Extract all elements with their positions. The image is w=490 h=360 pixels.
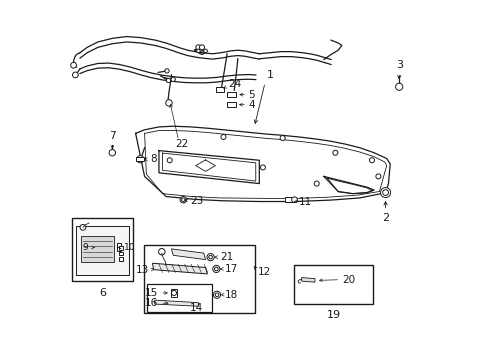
Text: 22: 22	[175, 139, 188, 149]
Text: 17: 17	[225, 264, 239, 274]
Circle shape	[71, 62, 76, 68]
Text: 10: 10	[124, 243, 136, 252]
Bar	[119, 252, 123, 255]
Circle shape	[376, 174, 381, 179]
Bar	[119, 257, 123, 261]
Polygon shape	[302, 278, 315, 282]
Circle shape	[165, 69, 169, 73]
Circle shape	[166, 100, 172, 106]
Text: 9: 9	[82, 243, 88, 252]
Bar	[171, 289, 177, 297]
Text: 13: 13	[136, 265, 149, 275]
Circle shape	[215, 293, 219, 297]
Bar	[216, 87, 224, 92]
Circle shape	[159, 248, 165, 255]
Circle shape	[292, 197, 297, 203]
Bar	[147, 284, 212, 312]
Text: 8: 8	[150, 154, 157, 164]
Circle shape	[172, 291, 176, 296]
Circle shape	[73, 72, 78, 78]
Circle shape	[181, 198, 185, 202]
Text: 6: 6	[99, 288, 106, 298]
Bar	[285, 197, 295, 202]
Text: 14: 14	[190, 303, 203, 313]
Text: 7: 7	[109, 131, 116, 140]
Circle shape	[204, 49, 207, 53]
Circle shape	[381, 188, 391, 198]
Text: 16: 16	[145, 298, 158, 309]
Circle shape	[199, 45, 204, 50]
Text: 12: 12	[258, 267, 271, 277]
Circle shape	[215, 267, 218, 271]
Bar	[81, 235, 115, 262]
Text: 2: 2	[382, 213, 389, 223]
Circle shape	[314, 181, 319, 186]
Circle shape	[333, 150, 338, 155]
Text: 15: 15	[145, 288, 158, 298]
Polygon shape	[172, 249, 205, 260]
Circle shape	[260, 165, 266, 170]
Circle shape	[369, 158, 374, 163]
Circle shape	[166, 78, 171, 83]
Polygon shape	[155, 300, 198, 306]
Text: 5: 5	[248, 90, 255, 100]
Bar	[294, 265, 373, 304]
Polygon shape	[152, 263, 207, 274]
Text: 1: 1	[267, 70, 273, 80]
Bar	[91, 244, 96, 251]
Bar	[136, 157, 144, 161]
Text: 4: 4	[248, 100, 255, 110]
Circle shape	[80, 225, 86, 230]
Circle shape	[213, 265, 220, 273]
Text: 18: 18	[225, 290, 239, 300]
Bar	[227, 102, 236, 107]
Circle shape	[209, 255, 212, 259]
Bar	[117, 243, 121, 251]
Circle shape	[196, 45, 201, 50]
Circle shape	[395, 83, 403, 90]
Text: 23: 23	[191, 196, 204, 206]
Bar	[72, 218, 133, 281]
Circle shape	[180, 197, 187, 203]
Circle shape	[196, 49, 200, 53]
Circle shape	[280, 135, 285, 140]
Text: 11: 11	[299, 197, 312, 207]
Text: 3: 3	[396, 59, 403, 69]
Circle shape	[137, 156, 144, 163]
Bar	[144, 245, 255, 314]
Circle shape	[207, 253, 214, 261]
Circle shape	[198, 48, 202, 52]
Bar	[119, 246, 123, 250]
Text: 24: 24	[228, 79, 241, 89]
Circle shape	[214, 291, 220, 298]
Bar	[76, 226, 129, 275]
Circle shape	[383, 190, 389, 195]
Circle shape	[171, 77, 175, 81]
Circle shape	[167, 158, 172, 163]
Text: 21: 21	[220, 252, 233, 262]
Bar	[227, 92, 236, 97]
Circle shape	[109, 149, 116, 156]
Text: 20: 20	[342, 275, 355, 285]
Text: 19: 19	[327, 310, 341, 320]
Circle shape	[221, 134, 226, 139]
